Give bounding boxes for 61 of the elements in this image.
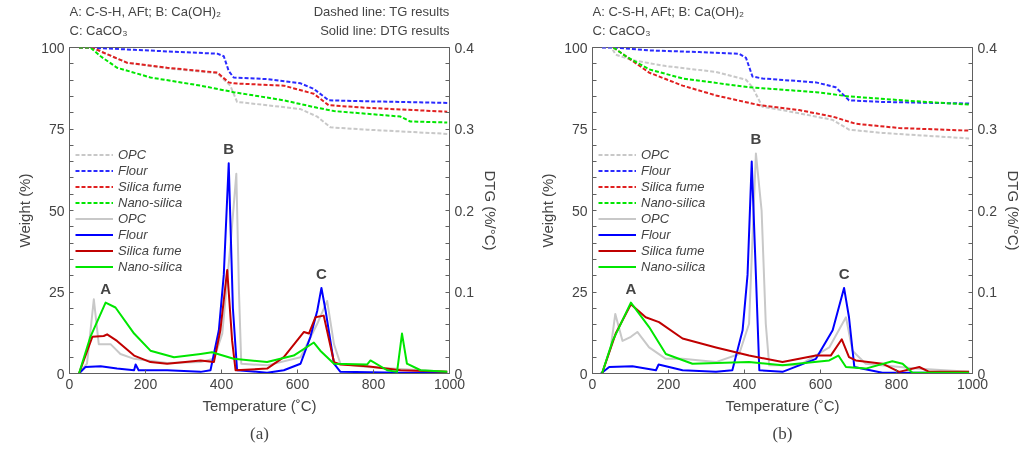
legend-label: Nano-silica — [641, 194, 706, 210]
x-axis-title: Temperature (˚C) — [202, 396, 317, 414]
y-tick-label: 100 — [564, 39, 588, 56]
text: C: CaCO₃ — [592, 22, 651, 38]
legend-label: Silica fume — [118, 242, 182, 258]
legend-label: Nano-silica — [118, 194, 183, 210]
legend-label: Flour — [118, 162, 148, 178]
y2-tick-label: 0.3 — [977, 121, 998, 137]
legend-label: Nano-silica — [118, 258, 183, 274]
x-tick-label: 400 — [732, 375, 757, 392]
x-tick-label: 600 — [285, 375, 310, 392]
legend-label: OPC — [641, 210, 670, 226]
text: (b) — [772, 423, 793, 443]
x-tick-label: 400 — [209, 375, 234, 392]
legend-label: Silica fume — [641, 178, 705, 194]
y-tick-label: 75 — [48, 121, 65, 137]
text: (a) — [250, 423, 269, 443]
text: C: CaCO₃ — [69, 22, 128, 38]
annotation: C — [316, 264, 328, 282]
x-tick-label: 800 — [361, 375, 386, 392]
y-tick-label: 25 — [571, 284, 588, 300]
y-axis-title: Weight (%) — [539, 173, 557, 248]
x-tick-label: 200 — [133, 375, 158, 392]
y2-tick-label: 0.4 — [977, 39, 998, 56]
y-tick-label: 25 — [48, 284, 65, 300]
annotation: B — [223, 140, 235, 158]
y2-axis-title: DTG (%/°C) — [1004, 170, 1022, 251]
annotation: A — [100, 279, 112, 297]
legend-label: Silica fume — [641, 242, 705, 258]
legend-label: Silica fume — [118, 178, 182, 194]
legend-label: Flour — [641, 162, 671, 178]
text: Dashed line: TG results — [313, 4, 450, 19]
text: Solid line: DTG results — [320, 22, 450, 38]
x-tick-label: 200 — [656, 375, 681, 392]
y2-tick-label: 0.3 — [454, 121, 475, 137]
y-tick-label: 100 — [41, 39, 65, 56]
text: A: C-S-H, AFt; B: Ca(OH)₂ — [69, 4, 222, 19]
x-axis-title: Temperature (˚C) — [725, 396, 840, 414]
y2-tick-label: 0.4 — [454, 39, 475, 56]
legend-label: OPC — [641, 146, 670, 162]
x-tick-label: 600 — [808, 375, 833, 392]
annotation: A — [625, 279, 637, 297]
y2-tick-label: 0.1 — [977, 284, 998, 300]
y2-tick-label: 0.2 — [454, 202, 475, 219]
y2-tick-label: 0.1 — [454, 284, 475, 300]
text: A: C-S-H, AFt; B: Ca(OH)₂ — [592, 4, 745, 19]
legend-label: Nano-silica — [641, 258, 706, 274]
line-series — [78, 301, 449, 374]
y-axis-title: Weight (%) — [16, 173, 34, 248]
y-tick-label: 75 — [571, 121, 588, 137]
x-tick-label: 800 — [884, 375, 909, 392]
y-tick-label: 50 — [48, 202, 65, 219]
legend-label: Flour — [641, 226, 671, 242]
annotation: C — [838, 264, 850, 282]
y2-tick-label: 0.2 — [977, 202, 998, 219]
legend-label: OPC — [118, 146, 147, 162]
y2-axis-title: DTG (%/°C) — [481, 170, 499, 251]
annotation: B — [750, 130, 762, 148]
legend-label: OPC — [118, 210, 147, 226]
y-tick-label: 50 — [571, 202, 588, 219]
legend-label: Flour — [118, 226, 148, 242]
